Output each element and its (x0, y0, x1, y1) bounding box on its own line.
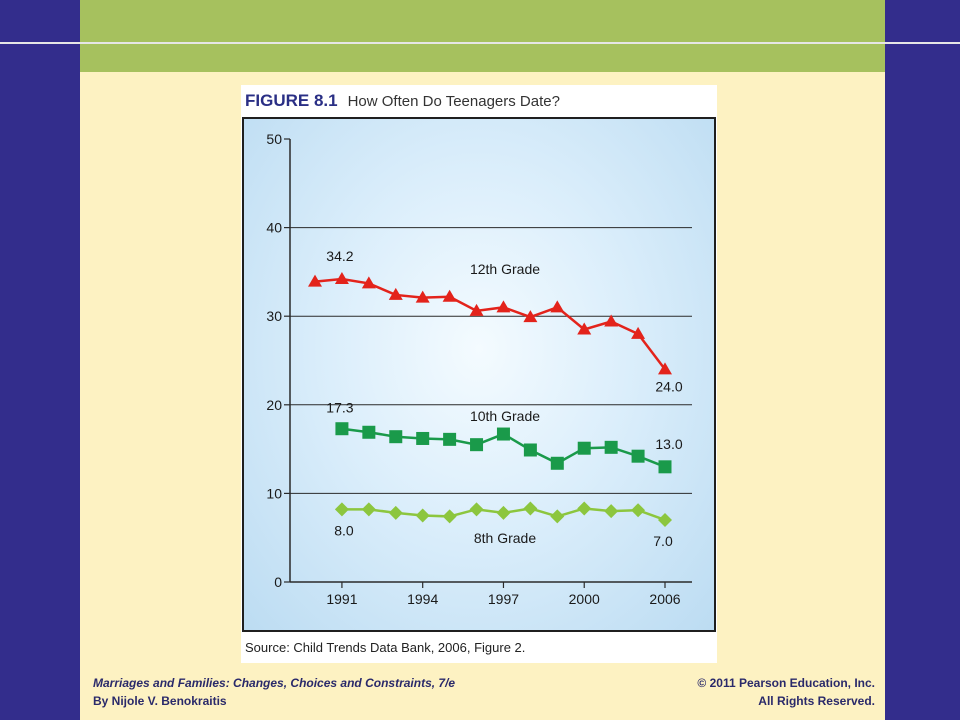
data-point-s1-12 (658, 460, 672, 474)
figure-source: Source: Child Trends Data Bank, 2006, Fi… (245, 640, 526, 655)
data-point-s2-2 (388, 505, 403, 520)
data-point-s0-11 (604, 314, 619, 327)
top-band (80, 0, 885, 72)
data-point-s1-1 (362, 425, 376, 439)
y-tick-label-20: 20 (266, 397, 282, 413)
data-point-s0-7 (496, 300, 511, 313)
y-tick-label-40: 40 (266, 220, 282, 236)
data-point-s2-7 (523, 501, 538, 516)
data-point-s1-8 (550, 456, 564, 470)
data-point-s2-11 (631, 503, 646, 518)
data-label-0: 34.2 (326, 248, 353, 264)
footer-book-info: Marriages and Families: Changes, Choices… (93, 674, 455, 710)
data-point-s1-6 (496, 427, 510, 441)
data-point-s1-7 (523, 443, 537, 457)
data-label-5: 7.0 (653, 533, 673, 549)
data-point-s1-10 (604, 440, 618, 454)
data-label-4: 8.0 (334, 522, 354, 538)
data-point-s2-6 (496, 505, 511, 520)
data-point-s2-12 (658, 512, 672, 527)
data-point-s2-10 (604, 504, 619, 519)
top-divider-line (0, 42, 960, 44)
y-tick-label-0: 0 (274, 574, 282, 590)
data-point-s1-2 (389, 430, 403, 444)
data-point-s0-13 (658, 362, 672, 375)
data-point-s0-1 (334, 271, 349, 284)
footer-book-title: Marriages and Families: Changes, Choices… (93, 676, 456, 690)
data-point-s2-3 (415, 508, 430, 523)
right-frame-bar (885, 0, 960, 720)
y-tick-label-50: 50 (266, 131, 282, 147)
series-label-2: 8th Grade (474, 530, 536, 546)
x-tick-label-4: 2006 (649, 591, 680, 607)
series-label-1: 10th Grade (470, 408, 540, 424)
data-point-s0-8 (523, 310, 538, 323)
footer-copyright-line: © 2011 Pearson Education, Inc. (697, 676, 875, 690)
data-point-s0-10 (577, 322, 592, 335)
data-point-s1-0 (335, 422, 349, 436)
data-point-s0-2 (361, 276, 376, 289)
data-point-s0-5 (442, 289, 457, 302)
data-point-s0-12 (631, 326, 646, 339)
data-label-1: 24.0 (655, 378, 682, 394)
figure-caption: How Often Do Teenagers Date? (347, 93, 560, 110)
data-point-s2-0 (334, 502, 349, 517)
plot-frame (242, 117, 716, 632)
figure-title: FIGURE 8.1 How Often Do Teenagers Date? (245, 88, 560, 114)
x-tick-label-2: 1997 (488, 591, 519, 607)
data-point-s2-4 (442, 509, 457, 524)
data-point-s0-4 (415, 290, 430, 303)
data-point-s1-9 (577, 441, 591, 455)
footer-copyright: © 2011 Pearson Education, Inc. All Right… (680, 674, 875, 710)
x-tick-label-3: 2000 (569, 591, 600, 607)
series-label-0: 12th Grade (470, 261, 540, 277)
figure-number: FIGURE 8.1 (245, 91, 338, 110)
data-point-s2-9 (577, 501, 592, 516)
x-tick-label-0: 1991 (326, 591, 357, 607)
y-tick-label-30: 30 (266, 308, 282, 324)
data-point-s0-0 (308, 274, 322, 287)
left-frame-bar (0, 0, 80, 720)
footer-rights-line: All Rights Reserved. (758, 694, 875, 708)
data-point-s2-1 (361, 502, 376, 517)
data-label-3: 13.0 (655, 436, 682, 452)
y-tick-label-10: 10 (266, 485, 282, 501)
data-point-s1-4 (443, 432, 457, 446)
data-point-s2-8 (550, 509, 565, 524)
data-point-s1-5 (470, 438, 484, 452)
footer-author: By Nijole V. Benokraitis (93, 694, 227, 708)
data-label-2: 17.3 (326, 400, 353, 416)
data-point-s1-3 (416, 431, 430, 445)
data-point-s0-3 (388, 287, 403, 300)
data-point-s0-6 (469, 303, 484, 316)
x-tick-label-1: 1994 (407, 591, 438, 607)
data-point-s2-5 (469, 502, 484, 517)
data-point-s0-9 (550, 300, 565, 313)
data-point-s1-11 (631, 449, 645, 463)
